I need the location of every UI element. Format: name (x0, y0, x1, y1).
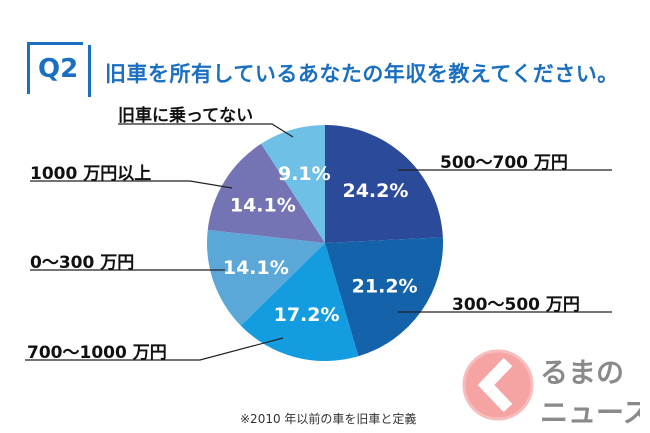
question-divider (88, 45, 91, 97)
leader-line-1000plus (30, 180, 233, 189)
slice-percent-label: 14.1% (230, 194, 296, 216)
pie-slice (325, 125, 443, 243)
slice-label-no-car: 旧車に乗ってない (118, 106, 254, 126)
slice-percent-label: 9.1% (278, 163, 331, 185)
pie-slice (261, 125, 325, 243)
pie-slice (325, 237, 444, 357)
kurumano-news-logo: るまの ニュース (462, 349, 640, 429)
slice-percent-label: 24.2% (342, 180, 408, 202)
question-number: Q2 (38, 54, 79, 84)
slice-label-1000plus: 1000 万円以上 (30, 164, 152, 184)
slice-label-300-500: 300〜500 万円 (452, 295, 580, 315)
logo-text-top: るまの (540, 356, 624, 389)
slice-label-500-700: 500〜700 万円 (440, 153, 568, 173)
slice-label-700-1000: 700〜1000 万円 (27, 343, 167, 363)
slice-label-0-300: 0〜300 万円 (30, 253, 135, 273)
pie-slice (240, 243, 359, 361)
logo-text-bottom: ニュース (540, 396, 640, 429)
slice-percent-label: 17.2% (274, 304, 340, 326)
slice-percent-label: 14.1% (223, 257, 289, 279)
question-box (27, 42, 83, 94)
pie-slice (207, 143, 325, 243)
leader-line-no-car (118, 123, 294, 138)
leader-line-700-1000 (25, 337, 284, 361)
footnote: ※2010 年以前の車を旧車と定義 (240, 412, 417, 426)
pie-slice (206, 229, 325, 326)
slice-percent-label: 21.2% (352, 275, 418, 297)
chart-title: 旧車を所有しているあなたの年収を教えてください。 (105, 62, 619, 86)
